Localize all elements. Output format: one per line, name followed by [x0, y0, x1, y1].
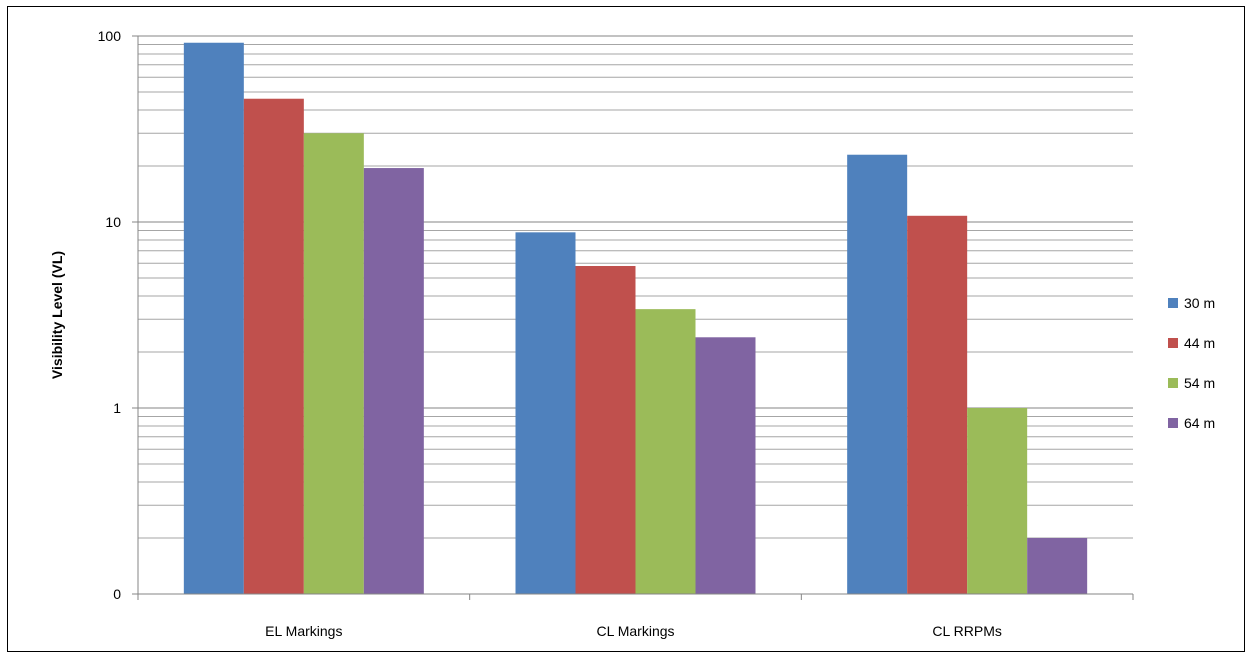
bars: [183, 42, 1088, 595]
bar-64-m-cl-rrpms: [1027, 538, 1088, 594]
bar-54-m-el-markings: [303, 133, 364, 595]
bar-54-m-cl-markings: [635, 309, 696, 594]
bar-30-m-el-markings: [183, 42, 244, 594]
bar-30-m-cl-markings: [515, 232, 576, 594]
legend-swatch: [1168, 338, 1178, 348]
y-tick-label: 100: [98, 28, 122, 44]
bar-54-m-cl-rrpms: [967, 408, 1028, 594]
legend-swatch: [1168, 378, 1178, 388]
legend-swatch: [1168, 298, 1178, 308]
bar-64-m-el-markings: [363, 168, 424, 594]
x-tick-labels: EL Markings CL Markings CL RRPMs: [265, 623, 1002, 639]
y-tick-label: 10: [105, 214, 121, 230]
x-tick-label: EL Markings: [265, 623, 342, 639]
legend-label: 54 m: [1184, 375, 1215, 391]
bar-30-m-cl-rrpms: [847, 154, 908, 594]
x-tick-label: CL RRPMs: [932, 623, 1002, 639]
legend: 30 m 44 m 54 m 64 m: [1168, 295, 1215, 431]
legend-swatch: [1168, 418, 1178, 428]
legend-label: 64 m: [1184, 415, 1215, 431]
y-tick-label: 1: [113, 400, 121, 416]
axes: [132, 35, 1134, 600]
x-tick-label: CL Markings: [596, 623, 674, 639]
legend-label: 30 m: [1184, 295, 1215, 311]
bar-44-m-el-markings: [243, 98, 304, 594]
y-axis-title: Visibility Level (VL): [49, 251, 65, 379]
y-tick-label: 0: [113, 586, 121, 602]
bar-44-m-cl-markings: [575, 266, 636, 594]
bar-44-m-cl-rrpms: [907, 215, 968, 594]
bar-64-m-cl-markings: [695, 337, 756, 594]
legend-label: 44 m: [1184, 335, 1215, 351]
